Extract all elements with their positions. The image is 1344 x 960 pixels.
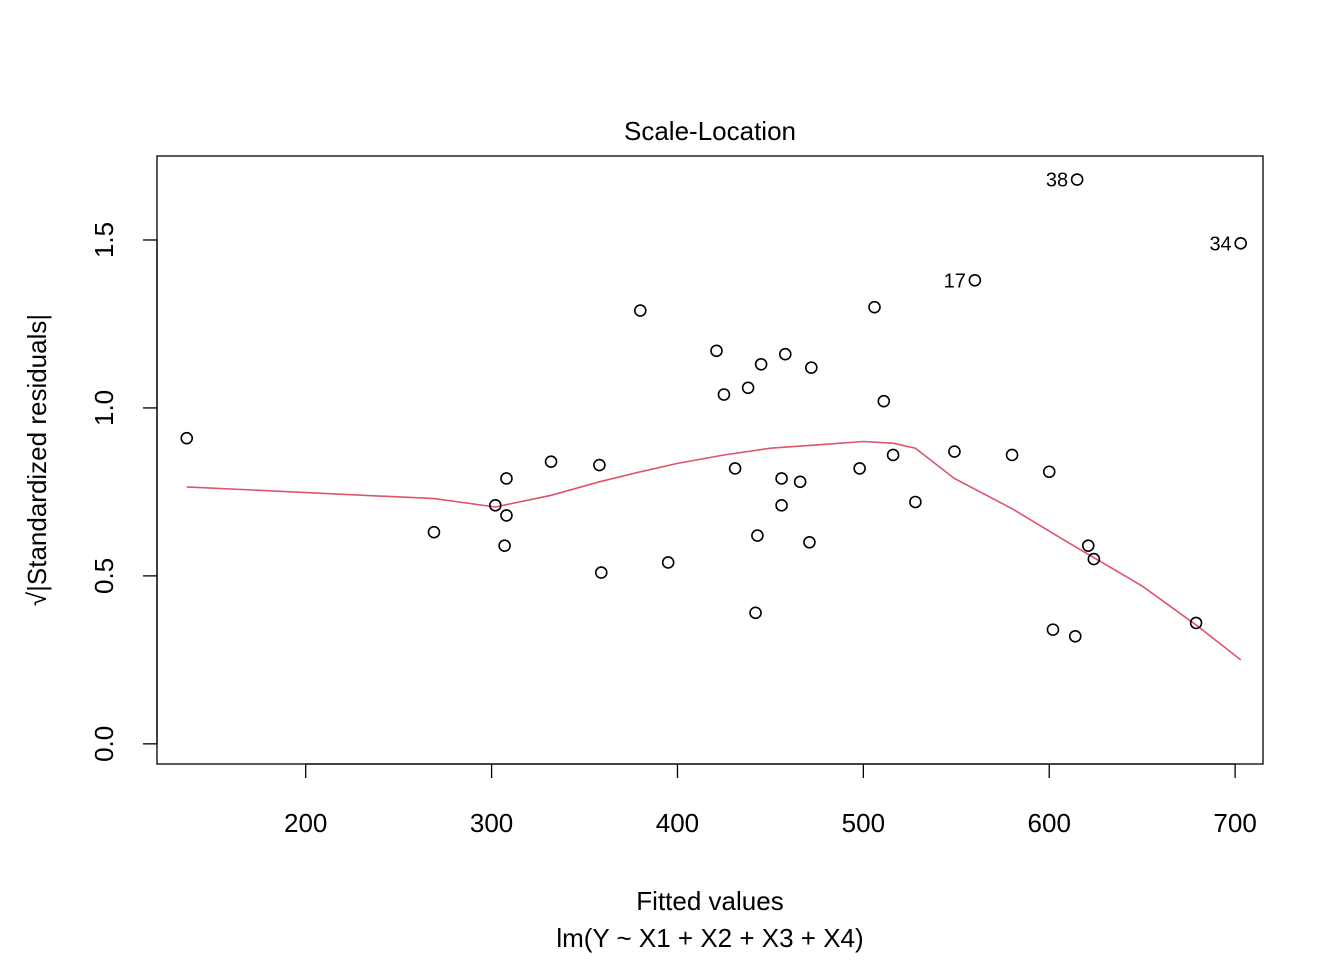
data-point bbox=[544, 455, 558, 468]
data-point bbox=[754, 357, 768, 371]
data-point bbox=[793, 475, 807, 489]
data-point bbox=[180, 431, 194, 445]
data-point bbox=[594, 566, 608, 579]
point-label: 17 bbox=[944, 270, 966, 292]
smoother-line-group bbox=[186, 440, 1242, 661]
y-tick-label: 1.0 bbox=[89, 390, 119, 426]
x-tick-label: 700 bbox=[1213, 808, 1256, 838]
data-point bbox=[1087, 552, 1101, 566]
x-tick-label: 400 bbox=[656, 808, 699, 838]
smoother-line bbox=[186, 440, 1242, 661]
x-axis: 200 300 400 500 600 700 bbox=[284, 763, 1257, 838]
points-group: 17 38 34 bbox=[180, 170, 1247, 643]
data-point bbox=[717, 388, 731, 401]
x-axis-label: Fitted values bbox=[636, 886, 783, 916]
data-point bbox=[1005, 448, 1019, 462]
data-point bbox=[749, 606, 762, 620]
data-point bbox=[741, 381, 755, 395]
data-point bbox=[968, 273, 982, 287]
data-point bbox=[886, 448, 900, 462]
data-point bbox=[500, 472, 513, 485]
data-point bbox=[1070, 173, 1084, 186]
data-point bbox=[948, 445, 961, 458]
y-axis: 0.0 0.5 1.0 1.5 bbox=[89, 222, 158, 762]
data-point bbox=[427, 525, 441, 539]
data-point bbox=[728, 462, 742, 475]
data-point bbox=[853, 462, 866, 475]
data-point bbox=[661, 556, 675, 569]
y-tick-label: 0.0 bbox=[89, 726, 119, 762]
data-point bbox=[803, 535, 816, 549]
data-point bbox=[775, 472, 788, 485]
data-point bbox=[710, 344, 723, 358]
data-point bbox=[775, 499, 788, 512]
y-axis-label: √|Standardized residuals| bbox=[22, 314, 52, 606]
data-point bbox=[1189, 616, 1203, 630]
data-point bbox=[1042, 465, 1056, 479]
data-point bbox=[1234, 237, 1247, 250]
point-label: 38 bbox=[1046, 170, 1068, 192]
x-axis-subtitle: lm(Y ~ X1 + X2 + X3 + X4) bbox=[556, 923, 863, 953]
data-point bbox=[633, 304, 647, 317]
plot-frame bbox=[156, 155, 1264, 765]
data-point bbox=[751, 529, 764, 542]
point-label: 34 bbox=[1209, 233, 1231, 255]
x-tick-label: 500 bbox=[842, 808, 885, 838]
data-point bbox=[1081, 539, 1095, 552]
x-tick-label: 300 bbox=[470, 808, 513, 838]
data-point bbox=[489, 499, 502, 512]
data-point bbox=[909, 495, 922, 509]
chart-title: Scale-Location bbox=[624, 116, 796, 146]
data-point bbox=[1068, 630, 1082, 643]
x-tick-label: 600 bbox=[1028, 808, 1071, 838]
data-point bbox=[778, 347, 792, 361]
x-tick-label: 200 bbox=[284, 808, 327, 838]
data-point bbox=[805, 361, 818, 374]
y-tick-label: 1.5 bbox=[89, 222, 119, 258]
data-point bbox=[500, 509, 513, 522]
y-tick-label: 0.5 bbox=[89, 558, 119, 594]
data-point bbox=[593, 458, 606, 472]
data-point bbox=[498, 539, 511, 552]
data-point bbox=[877, 394, 891, 408]
data-point bbox=[868, 300, 881, 314]
data-point bbox=[1046, 623, 1060, 636]
